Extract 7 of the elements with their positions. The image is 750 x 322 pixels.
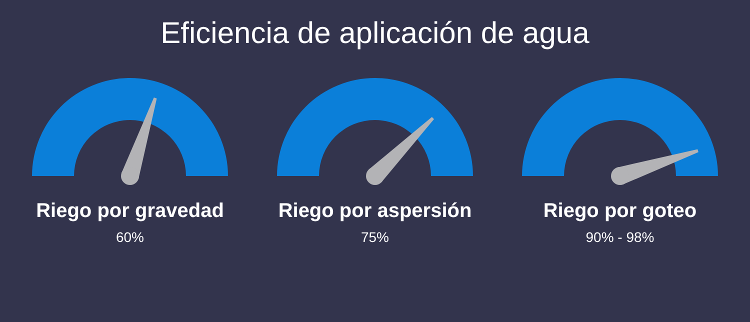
data-label: 75% — [360, 229, 390, 245]
data-label: 60% — [116, 229, 144, 245]
text: Eficiencia de aplicación de agua — [160, 17, 590, 50]
category-label: Riego por goteo — [543, 200, 697, 222]
data-label: 90% - 98% — [586, 229, 654, 245]
category-label: Riego por gravedad — [36, 200, 224, 222]
category-label: Riego por aspersión — [278, 200, 472, 222]
